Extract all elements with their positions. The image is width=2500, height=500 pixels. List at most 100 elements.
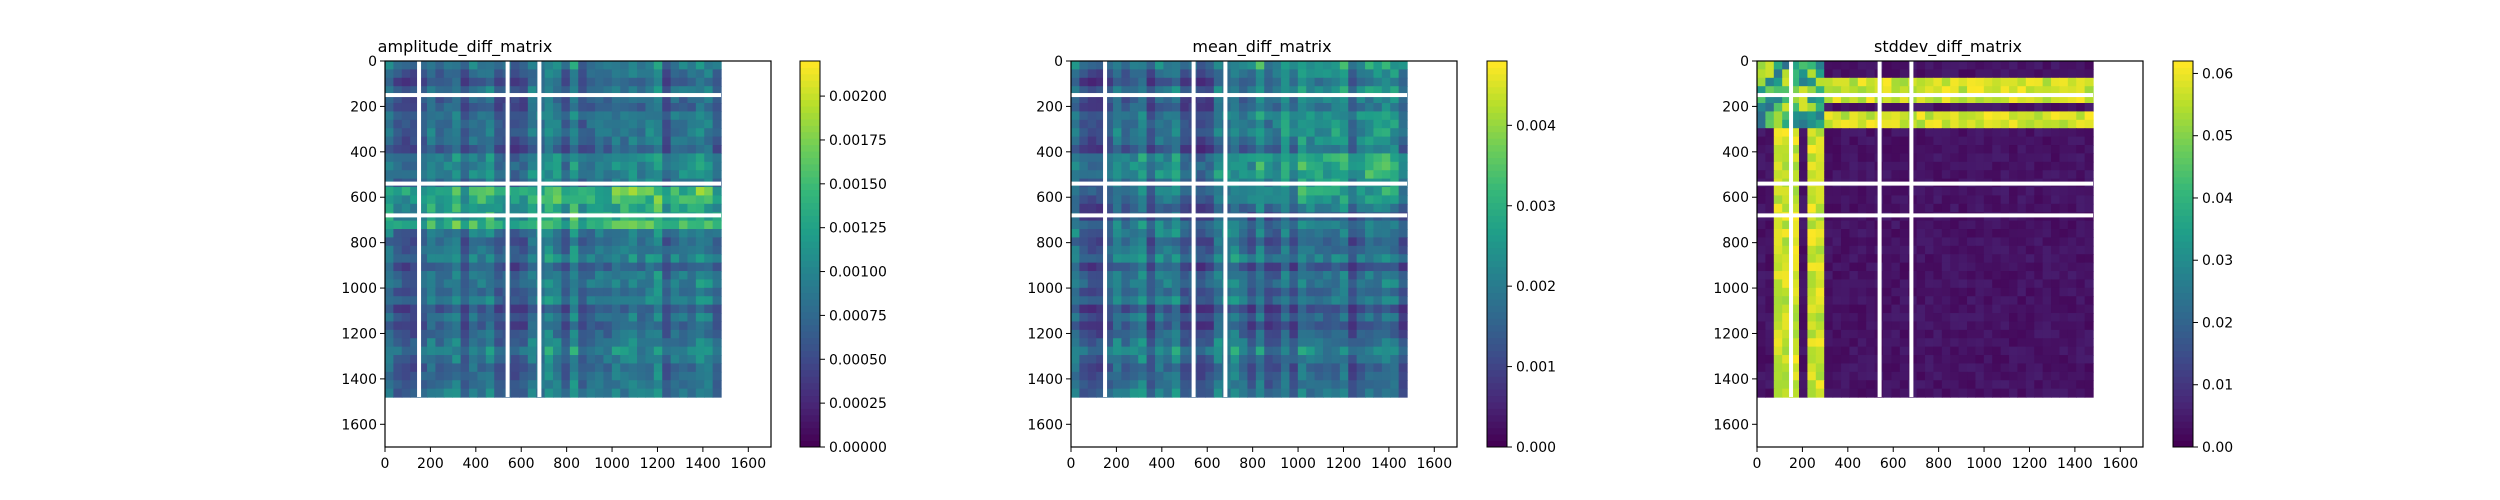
heatmap-cell	[1832, 77, 1842, 87]
heatmap-cell	[544, 346, 554, 356]
heatmap-cell	[2025, 371, 2035, 381]
heatmap-cell	[1230, 355, 1240, 365]
heatmap-cell	[578, 161, 588, 171]
heatmap-cell	[385, 254, 394, 264]
heatmap-cell	[1841, 346, 1851, 356]
heatmap-cell	[1096, 388, 1106, 398]
heatmap-cell	[1129, 145, 1139, 155]
heatmap-cell	[561, 371, 571, 381]
heatmap-cell	[1314, 170, 1324, 180]
heatmap-cell	[1841, 77, 1851, 87]
heatmap-cell	[1824, 153, 1834, 163]
heatmap-cell	[2051, 271, 2061, 281]
heatmap-cell	[1773, 313, 1783, 323]
heatmap-cell	[1087, 119, 1097, 129]
heatmap-cell	[2076, 86, 2086, 96]
heatmap-cell	[1255, 153, 1265, 163]
heatmap-cell	[645, 371, 655, 381]
heatmap-cell	[1941, 195, 1951, 205]
heatmap-cell	[611, 119, 621, 129]
heatmap-cell	[1398, 287, 1408, 297]
heatmap-cell	[553, 94, 563, 104]
heatmap-cell	[1782, 371, 1792, 381]
heatmap-cell	[1339, 237, 1349, 247]
heatmap-cell	[1306, 321, 1316, 331]
heatmap-cell	[443, 321, 453, 331]
heatmap-cell	[645, 203, 655, 213]
heatmap-cell	[1121, 279, 1131, 289]
heatmap-cell	[1925, 86, 1935, 96]
heatmap-cell	[1866, 94, 1876, 104]
heatmap-cell	[679, 128, 689, 138]
heatmap-cell	[2084, 338, 2094, 348]
heatmap-cell	[1849, 195, 1859, 205]
heatmap-cell	[527, 346, 537, 356]
heatmap-cell	[1782, 380, 1792, 390]
heatmap-cell	[553, 296, 563, 306]
heatmap-cell	[595, 321, 605, 331]
heatmap-cell	[637, 321, 647, 331]
heatmap-cell	[1866, 187, 1876, 197]
heatmap-cell	[1071, 388, 1080, 398]
heatmap-cell	[1757, 136, 1766, 146]
heatmap-cell	[2000, 94, 2010, 104]
heatmap-cell	[1916, 69, 1926, 79]
heatmap-cell	[628, 237, 638, 247]
heatmap-cell	[1129, 187, 1139, 197]
heatmap-cell	[1899, 136, 1909, 146]
heatmap-cell	[527, 145, 537, 155]
heatmap-cell	[695, 220, 705, 230]
heatmap-cell	[1866, 195, 1876, 205]
heatmap-cell	[679, 86, 689, 96]
heatmap-cell	[1815, 237, 1825, 247]
heatmap-cell	[1849, 128, 1859, 138]
heatmap-cell	[1975, 187, 1985, 197]
heatmap-cell	[1891, 296, 1901, 306]
heatmap-cell	[1967, 287, 1977, 297]
heatmap-cell	[2025, 229, 2035, 239]
heatmap-cell	[443, 287, 453, 297]
heatmap-cell	[2034, 195, 2044, 205]
heatmap-cell	[1933, 77, 1943, 87]
heatmap-cell	[443, 170, 453, 180]
heatmap-cell	[1255, 262, 1265, 272]
heatmap-cell	[1247, 296, 1257, 306]
heatmap-cell	[1799, 161, 1809, 171]
heatmap-cell	[2076, 119, 2086, 129]
heatmap-cell	[1087, 329, 1097, 339]
heatmap-cell	[1365, 321, 1375, 331]
heatmap-cell	[1933, 355, 1943, 365]
heatmap-cell	[1071, 119, 1080, 129]
heatmap-cell	[1079, 128, 1089, 138]
heatmap-cell	[460, 304, 470, 314]
heatmap-cell	[1272, 346, 1282, 356]
heatmap-cell	[1381, 69, 1391, 79]
colorbar-segment	[1487, 254, 1507, 261]
heatmap-cell	[1849, 111, 1859, 121]
heatmap-cell	[1306, 195, 1316, 205]
heatmap-cell	[1799, 237, 1809, 247]
heatmap-cell	[1146, 313, 1156, 323]
heatmap-cell	[1757, 262, 1766, 272]
heatmap-cell	[494, 69, 504, 79]
heatmap-cell	[385, 338, 394, 348]
heatmap-cell	[1807, 86, 1817, 96]
heatmap-cell	[2067, 355, 2077, 365]
heatmap-cell	[1255, 237, 1265, 247]
heatmap-cell	[477, 279, 487, 289]
heatmap-cell	[435, 338, 445, 348]
heatmap-cell	[1281, 329, 1291, 339]
heatmap-cell	[1297, 69, 1307, 79]
heatmap-cell	[1331, 304, 1341, 314]
heatmap-cell	[2076, 355, 2086, 365]
heatmap-cell	[712, 363, 722, 373]
heatmap-cell	[586, 153, 596, 163]
heatmap-cell	[1941, 245, 1951, 255]
heatmap-cell	[1281, 245, 1291, 255]
heatmap-cell	[1899, 119, 1909, 129]
heatmap-cell	[2000, 271, 2010, 281]
heatmap-cell	[1163, 229, 1173, 239]
heatmap-cell	[1264, 287, 1274, 297]
heatmap-cell	[1782, 119, 1792, 129]
heatmap-cell	[1239, 77, 1249, 87]
